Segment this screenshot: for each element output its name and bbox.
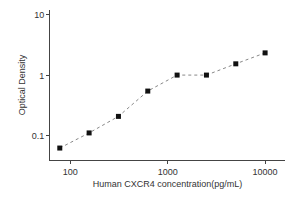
svg-text:10: 10	[34, 10, 44, 20]
svg-text:10000: 10000	[253, 167, 278, 177]
svg-text:Optical Density: Optical Density	[17, 54, 27, 115]
svg-text:0.1: 0.1	[32, 131, 45, 141]
svg-text:100: 100	[63, 167, 78, 177]
svg-text:1: 1	[39, 71, 44, 81]
svg-text:1000: 1000	[158, 167, 178, 177]
svg-text:Human CXCR4 concentration(pg/m: Human CXCR4 concentration(pg/mL)	[93, 179, 243, 189]
